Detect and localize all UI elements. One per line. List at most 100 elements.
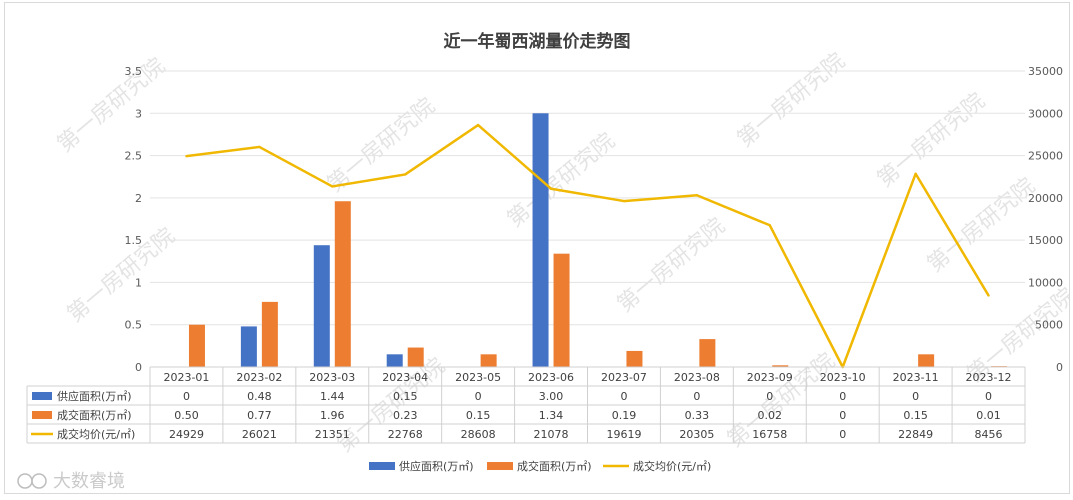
table-cell: 20305 xyxy=(679,428,714,441)
table-cell: 0 xyxy=(839,409,846,422)
y-axis-right: 0 5000 10000 15000 20000 25000 30000 35000 xyxy=(1028,65,1063,374)
chart-frame: 第一房研究院 第一房研究院 第一房研究院 第一房研究院 第一房研究院 第一房研究院 第一房研… xyxy=(4,2,1070,494)
table-cell: 1.34 xyxy=(539,409,564,422)
price-point xyxy=(331,185,334,188)
table-cell: 24929 xyxy=(169,428,204,441)
y-left-tick: 0.5 xyxy=(125,319,143,332)
x-tick-label: 2023-04 xyxy=(382,371,428,384)
legend-label: 成交均价(元/㎡) xyxy=(633,459,711,473)
table-cell: 0 xyxy=(620,390,627,403)
x-tick-label: 2023-09 xyxy=(747,371,793,384)
table-cell: 0.33 xyxy=(685,409,710,422)
x-tick-label: 2023-03 xyxy=(309,371,355,384)
table-cell: 1.96 xyxy=(320,409,345,422)
y-left-tick: 2 xyxy=(135,192,142,205)
bar-supply xyxy=(313,245,330,367)
legend-swatch xyxy=(369,462,395,470)
table-cell: 3.00 xyxy=(539,390,564,403)
x-tick-label: 2023-07 xyxy=(601,371,647,384)
table-series-key xyxy=(32,392,52,400)
y-left-tick: 0 xyxy=(135,361,142,374)
y-left-tick: 3 xyxy=(135,107,142,120)
watermark-text: 第一房研究院 xyxy=(333,354,450,458)
watermark-text: 第一房研究院 xyxy=(53,54,170,158)
y-right-tick: 25000 xyxy=(1028,150,1063,163)
table-series-name: 成交面积(万㎡) xyxy=(57,408,132,422)
x-tick-label: 2023-12 xyxy=(966,371,1012,384)
bar-deal xyxy=(480,354,497,367)
watermark-text: 第一房研究院 xyxy=(613,214,730,318)
watermark-text: 第一房研究院 xyxy=(323,94,440,198)
x-tick-label: 2023-05 xyxy=(455,371,501,384)
bar-deal xyxy=(918,354,935,367)
x-tick-label: 2023-02 xyxy=(236,371,282,384)
bar-deal xyxy=(407,347,424,367)
table-cell: 0.23 xyxy=(393,409,418,422)
price-point xyxy=(695,194,699,197)
bar-deal xyxy=(334,201,351,367)
legend: 供应面积(万㎡) 成交面积(万㎡) 成交均价(元/㎡) xyxy=(369,459,711,473)
x-tick-label: 2023-01 xyxy=(163,371,209,384)
bar-deal xyxy=(626,350,643,367)
price-point xyxy=(768,224,771,227)
table-series-name: 供应面积(万㎡) xyxy=(57,389,132,403)
table-cell: 0 xyxy=(985,390,992,403)
table-cell: 0 xyxy=(183,390,190,403)
logo-icon xyxy=(17,473,33,489)
table-cell: 0.15 xyxy=(903,409,928,422)
price-point xyxy=(622,199,626,203)
watermark-text: 第一房研究院 xyxy=(873,89,990,193)
table-cell: 22849 xyxy=(898,428,933,441)
table-cell: 0.48 xyxy=(247,390,272,403)
watermark-text: 第一房研究院 xyxy=(923,174,1040,278)
y-left-tick: 3.5 xyxy=(125,65,143,78)
logo-text: 大数睿境 xyxy=(53,471,125,492)
table-cell: 0.77 xyxy=(247,409,272,422)
y-right-tick: 30000 xyxy=(1028,107,1063,120)
price-point xyxy=(404,173,407,176)
y-right-tick: 5000 xyxy=(1035,319,1063,332)
y-left-tick: 1.5 xyxy=(125,234,143,247)
chart-title: 近一年蜀西湖量价走势图 xyxy=(444,31,631,52)
y-right-tick: 20000 xyxy=(1028,192,1063,205)
table-cell: 0 xyxy=(839,390,846,403)
x-tick-label: 2023-08 xyxy=(674,371,720,384)
table-cell: 0 xyxy=(475,390,482,403)
table-cell: 21351 xyxy=(315,428,350,441)
table-cell: 0.02 xyxy=(758,409,783,422)
table-series-key xyxy=(32,411,52,419)
price-point xyxy=(185,154,188,158)
x-tick-label: 2023-11 xyxy=(893,371,939,384)
x-tick-label: 2023-10 xyxy=(820,371,866,384)
table-cell: 21078 xyxy=(534,428,569,441)
table-cell: 0 xyxy=(839,428,846,441)
y-right-tick: 35000 xyxy=(1028,65,1063,78)
legend-label: 成交面积(万㎡) xyxy=(517,459,592,473)
bar-deal xyxy=(553,253,570,367)
table-cell: 26021 xyxy=(242,428,277,441)
bar-deal xyxy=(772,365,789,367)
bar-supply xyxy=(386,354,403,367)
table-cell: 19619 xyxy=(606,428,641,441)
line-series xyxy=(185,123,990,369)
table-cell: 8456 xyxy=(975,428,1003,441)
price-point xyxy=(549,187,553,190)
table-cell: 0.19 xyxy=(612,409,637,422)
price-point xyxy=(476,123,480,127)
table-series-name: 成交均价(元/㎡) xyxy=(57,427,135,441)
x-tick-label: 2023-06 xyxy=(528,371,574,384)
table-cell: 28608 xyxy=(461,428,496,441)
data-table: 2023-01 2023-02 2023-03 2023-04 2023-05 2023-… xyxy=(26,366,1026,444)
table-cell: 22768 xyxy=(388,428,423,441)
table-cell: 0 xyxy=(912,390,919,403)
y-right-tick: 0 xyxy=(1056,361,1063,374)
table-cell: 0.01 xyxy=(976,409,1001,422)
watermark-text: 第一房研究院 xyxy=(733,49,850,153)
logo: 大数睿境 xyxy=(17,471,125,492)
bar-deal xyxy=(699,339,716,367)
price-point xyxy=(987,294,990,297)
bar-deal xyxy=(261,301,278,367)
table-cell: 0 xyxy=(693,390,700,403)
legend-label: 供应面积(万㎡) xyxy=(399,459,474,473)
